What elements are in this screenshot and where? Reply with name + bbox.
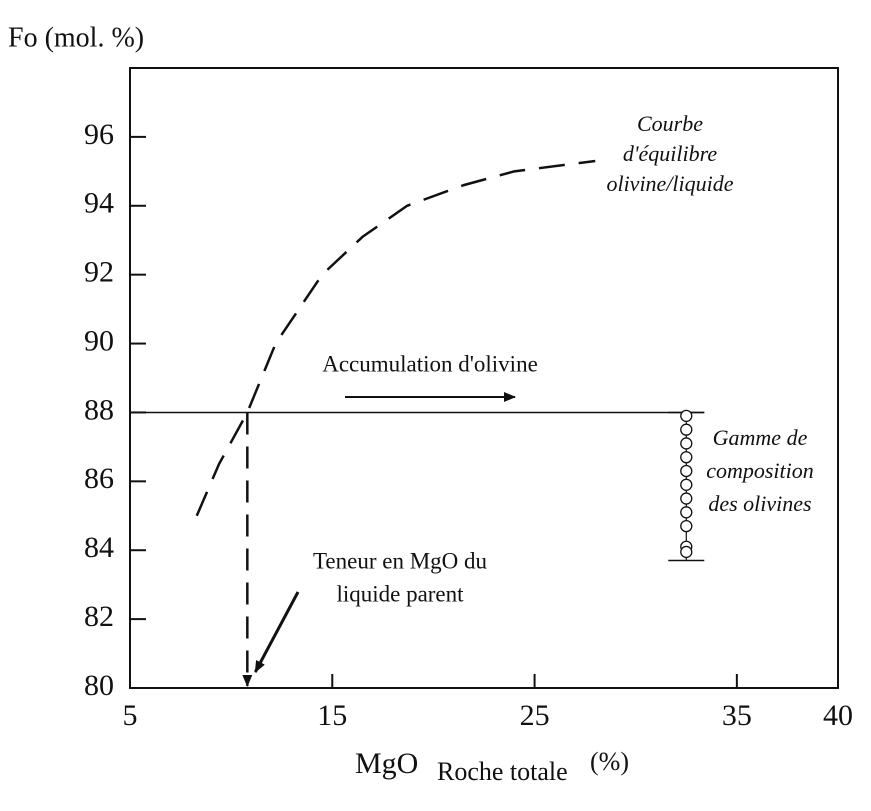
parent-annotation: liquide parent bbox=[336, 581, 464, 606]
range-annotation: des olivines bbox=[708, 491, 811, 516]
curve-annotation: d'équilibre bbox=[623, 141, 718, 166]
accumulation-annotation: Accumulation d'olivine bbox=[322, 351, 538, 376]
y-tick-label: 84 bbox=[84, 531, 114, 564]
olivine-point bbox=[680, 437, 693, 450]
olivine-point bbox=[680, 492, 693, 505]
x-axis-label: MgO bbox=[355, 747, 418, 780]
y-tick-label: 88 bbox=[84, 393, 114, 426]
y-axis-label: Fo (mol. %) bbox=[8, 22, 144, 53]
equilibrium-curve bbox=[195, 159, 596, 517]
x-axis-label-unit: (%) bbox=[590, 747, 629, 776]
parent-annotation: Teneur en MgO du bbox=[313, 548, 488, 573]
range-annotation: composition bbox=[706, 458, 814, 483]
olivine-point bbox=[680, 451, 693, 464]
x-tick-label: 25 bbox=[520, 699, 550, 732]
y-tick-label: 90 bbox=[84, 324, 114, 357]
x-axis-label-sub: Roche totale bbox=[437, 757, 568, 786]
y-tick-label: 94 bbox=[84, 187, 114, 220]
olivine-point bbox=[680, 545, 693, 559]
x-tick-label: 5 bbox=[123, 699, 138, 732]
olivine-point bbox=[680, 519, 693, 533]
y-tick-label: 92 bbox=[84, 256, 114, 289]
y-tick-label: 82 bbox=[84, 600, 114, 633]
plot-frame bbox=[129, 67, 839, 689]
x-tick-label: 35 bbox=[722, 699, 752, 732]
y-tick-label: 86 bbox=[84, 462, 114, 495]
olivine-point bbox=[680, 478, 693, 491]
x-tick-label: 15 bbox=[317, 699, 347, 732]
range-annotation: Gamme de bbox=[713, 425, 808, 450]
curve-annotation: olivine/liquide bbox=[606, 171, 733, 196]
curve-annotation: Courbe bbox=[637, 111, 703, 136]
olivine-point bbox=[680, 464, 693, 478]
olivine-point bbox=[680, 409, 693, 423]
parent-arrow bbox=[254, 591, 300, 673]
olivine-point bbox=[680, 423, 693, 436]
olivine-point bbox=[680, 506, 693, 519]
y-tick-label: 96 bbox=[84, 118, 114, 151]
x-tick-label: 40 bbox=[823, 699, 853, 732]
y-tick-label: 80 bbox=[84, 669, 114, 702]
